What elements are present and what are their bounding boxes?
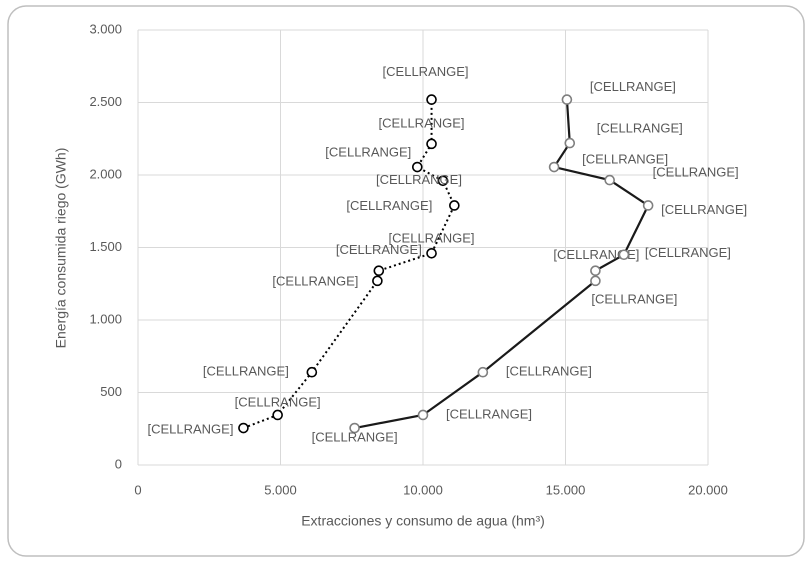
y-tick-label: 0 bbox=[115, 456, 122, 471]
y-axis-label: Energía consumida riego (GWh) bbox=[53, 148, 69, 349]
data-label: [CELLRANGE] bbox=[346, 198, 432, 213]
data-label: [CELLRANGE] bbox=[591, 291, 677, 306]
y-tick-label: 1.000 bbox=[89, 311, 122, 326]
data-point bbox=[349, 422, 360, 434]
data-label: [CELLRANGE] bbox=[506, 364, 592, 379]
data-label: [CELLRANGE] bbox=[325, 144, 411, 159]
data-label: [CELLRANGE] bbox=[312, 429, 398, 444]
data-label: [CELLRANGE] bbox=[389, 231, 475, 246]
data-label: [CELLRANGE] bbox=[272, 273, 358, 288]
data-point bbox=[548, 161, 560, 173]
data-point bbox=[238, 422, 249, 434]
data-point bbox=[618, 249, 630, 261]
data-label: [CELLRANGE] bbox=[147, 421, 233, 436]
data-point bbox=[426, 94, 437, 105]
data-label: [CELLRANGE] bbox=[203, 364, 289, 379]
data-label: [CELLRANGE] bbox=[336, 242, 422, 257]
data-label: [CELLRANGE] bbox=[653, 165, 739, 180]
data-point bbox=[604, 174, 615, 186]
chart-frame bbox=[7, 5, 805, 557]
data-label: [CELLRANGE] bbox=[383, 64, 469, 79]
data-point bbox=[449, 200, 460, 211]
y-tick-label: 2.500 bbox=[89, 94, 122, 109]
data-point bbox=[564, 137, 576, 149]
data-point bbox=[561, 94, 573, 105]
data-label: [CELLRANGE] bbox=[661, 202, 747, 217]
data-label: [CELLRANGE] bbox=[376, 172, 462, 187]
data-point bbox=[411, 161, 423, 173]
data-point bbox=[417, 409, 429, 421]
y-tick-label: 2.000 bbox=[89, 166, 122, 181]
y-tick-label: 1.500 bbox=[89, 239, 122, 254]
data-point bbox=[437, 175, 449, 187]
data-point bbox=[372, 275, 383, 287]
data-label: [CELLRANGE] bbox=[597, 121, 683, 136]
data-point bbox=[306, 366, 318, 378]
x-tick-label: 10.000 bbox=[403, 482, 443, 497]
data-label: [CELLRANGE] bbox=[379, 115, 465, 130]
x-tick-label: 20.000 bbox=[688, 482, 728, 497]
data-label: [CELLRANGE] bbox=[590, 79, 676, 94]
y-tick-label: 3.000 bbox=[89, 21, 122, 36]
data-point bbox=[590, 265, 601, 277]
data-point bbox=[272, 409, 283, 421]
data-label: [CELLRANGE] bbox=[582, 151, 668, 166]
x-tick-label: 15.000 bbox=[546, 482, 586, 497]
data-point bbox=[373, 265, 385, 277]
data-point bbox=[590, 275, 601, 287]
data-point bbox=[426, 138, 437, 150]
data-point bbox=[642, 200, 654, 211]
y-tick-label: 500 bbox=[100, 384, 122, 399]
x-tick-label: 0 bbox=[134, 482, 141, 497]
x-axis-label: Extracciones y consumo de agua (hm³) bbox=[301, 513, 545, 529]
data-label: [CELLRANGE] bbox=[446, 406, 532, 421]
x-tick-label: 5.000 bbox=[264, 482, 297, 497]
data-label: [CELLRANGE] bbox=[645, 245, 731, 260]
data-label: [CELLRANGE] bbox=[235, 394, 321, 409]
data-point bbox=[426, 248, 437, 259]
data-label: [CELLRANGE] bbox=[553, 247, 639, 262]
data-point bbox=[477, 366, 489, 378]
